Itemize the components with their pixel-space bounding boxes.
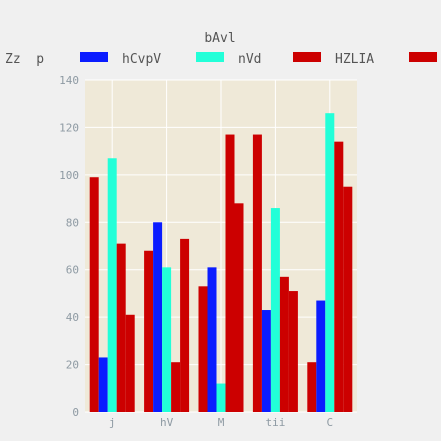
bar bbox=[171, 362, 180, 412]
legend-swatch bbox=[409, 52, 437, 62]
bar bbox=[99, 357, 108, 412]
bar bbox=[226, 135, 235, 412]
bar bbox=[108, 158, 117, 412]
bar bbox=[280, 277, 289, 412]
bar bbox=[334, 142, 343, 412]
bar bbox=[90, 177, 99, 412]
y-tick-label: 0 bbox=[72, 406, 79, 419]
bar bbox=[144, 251, 153, 412]
bar bbox=[217, 384, 226, 412]
bar bbox=[199, 286, 208, 412]
y-tick-label: 60 bbox=[66, 264, 79, 277]
y-tick-label: 80 bbox=[66, 216, 79, 229]
bar bbox=[162, 267, 171, 412]
bar bbox=[325, 113, 334, 412]
x-tick-label: j bbox=[109, 416, 116, 429]
bar bbox=[289, 291, 298, 412]
bar bbox=[117, 244, 126, 412]
bar bbox=[307, 362, 316, 412]
legend-title: Zz p bbox=[5, 52, 44, 67]
bar bbox=[262, 310, 271, 412]
bar bbox=[180, 239, 189, 412]
legend-swatch bbox=[196, 52, 224, 62]
bar bbox=[316, 301, 325, 412]
y-tick-label: 40 bbox=[66, 311, 79, 324]
legend-swatch bbox=[80, 52, 108, 62]
y-tick-label: 100 bbox=[59, 169, 79, 182]
x-tick-label: M bbox=[218, 416, 225, 429]
x-tick-label: C bbox=[326, 416, 333, 429]
y-tick-label: 140 bbox=[59, 74, 79, 87]
legend: hCvpV nVd HZLIA bbox=[80, 52, 437, 67]
bar bbox=[343, 187, 352, 412]
legend-label: HZLIA bbox=[335, 52, 374, 67]
y-axis: 0 20 40 60 80 100 120 140 bbox=[59, 74, 79, 419]
y-tick-label: 120 bbox=[59, 121, 79, 134]
legend-label: nVd bbox=[238, 52, 261, 67]
legend-swatch bbox=[293, 52, 321, 62]
bar bbox=[153, 222, 162, 412]
bar bbox=[253, 135, 262, 412]
bar bbox=[271, 208, 280, 412]
bar bbox=[235, 203, 244, 412]
bar bbox=[126, 315, 135, 412]
chart-title: bAvl bbox=[204, 31, 235, 46]
legend-label: hCvpV bbox=[122, 52, 161, 67]
y-tick-label: 20 bbox=[66, 359, 79, 372]
bar bbox=[208, 267, 217, 412]
x-tick-label: tii bbox=[265, 416, 285, 429]
x-tick-label: hV bbox=[160, 416, 174, 429]
